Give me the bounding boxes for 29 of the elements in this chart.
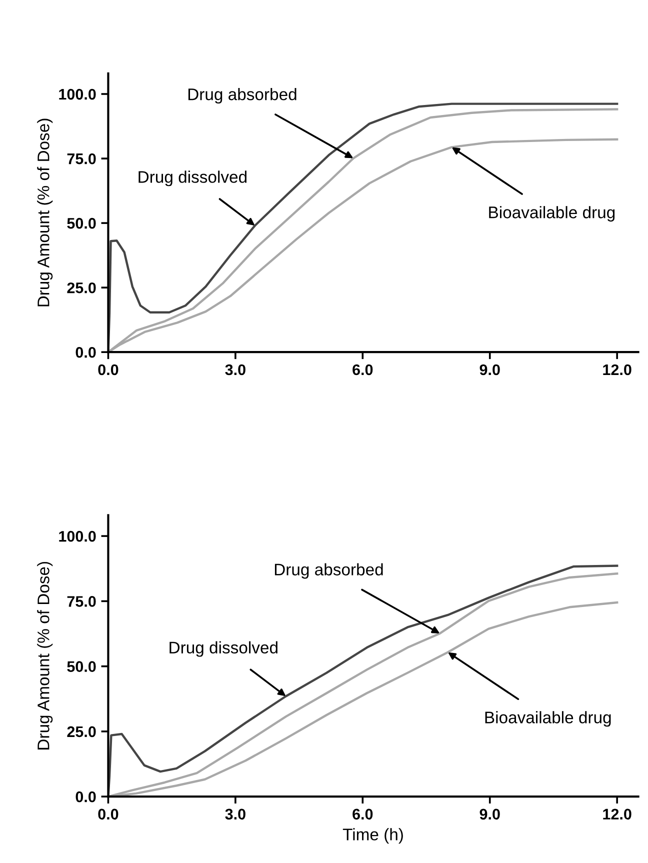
- annotation: Drug absorbed: [188, 88, 296, 104]
- annotation: Bioavailable drug: [489, 206, 615, 222]
- y-tick-label: 0.0: [76, 791, 96, 802]
- x-tick-label: 3.0: [225, 364, 246, 376]
- x-tick-label: 3.0: [225, 808, 246, 820]
- y-tick-label: 100.0: [59, 530, 96, 542]
- y-tick-label: 50.0: [67, 218, 96, 229]
- x-tick-label: 6.0: [352, 808, 373, 820]
- annotation: Bioavailable drug: [485, 711, 611, 727]
- y-tick-label: 75.0: [67, 153, 96, 164]
- y-tick-label: 75.0: [67, 596, 96, 607]
- y-tick-label: 100.0: [59, 88, 96, 100]
- y-axis-title: Drug Amount (% of Dose): [37, 562, 53, 750]
- x-tick-label: 12.0: [603, 808, 632, 820]
- y-tick-label: 50.0: [67, 661, 96, 672]
- x-tick-label: 12.0: [603, 364, 632, 376]
- x-tick-label: 9.0: [480, 808, 500, 820]
- annotation: Drug dissolved: [170, 641, 278, 657]
- x-tick-label: 9.0: [480, 364, 500, 376]
- annotation: Drug dissolved: [138, 170, 246, 186]
- annotation: Drug absorbed: [274, 563, 383, 579]
- y-tick-label: 25.0: [67, 282, 96, 294]
- x-tick-label: 6.0: [352, 364, 373, 376]
- y-tick-label: 0.0: [76, 346, 96, 358]
- x-axis-title: Time (h): [342, 828, 403, 844]
- x-tick-label: 0.0: [98, 808, 118, 820]
- y-axis-title: Drug Amount (% of Dose): [37, 118, 53, 306]
- x-tick-label: 0.0: [98, 364, 118, 376]
- y-tick-label: 25.0: [67, 726, 96, 738]
